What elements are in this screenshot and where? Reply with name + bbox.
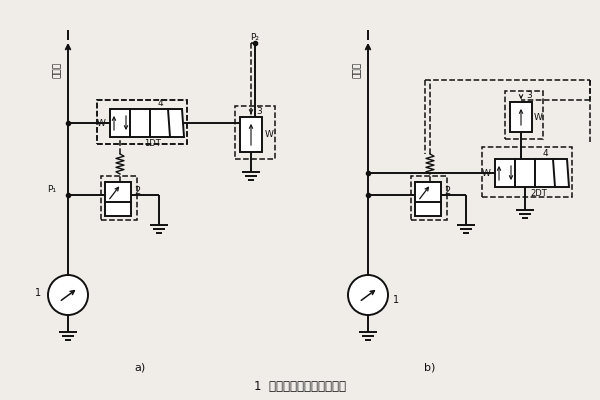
Polygon shape (168, 109, 184, 137)
Bar (97, 100, 187, 144)
Bar (495, 159, 515, 187)
Bar (240, 117, 262, 152)
Text: 1DT: 1DT (143, 140, 160, 148)
Bar (105, 202, 131, 216)
Bar (105, 182, 131, 203)
Text: 2DT: 2DT (530, 190, 547, 198)
Text: 1: 1 (35, 288, 41, 298)
Text: 4: 4 (157, 100, 163, 108)
Text: 2: 2 (444, 186, 450, 196)
Polygon shape (553, 159, 569, 187)
Text: 1  双溢流阀式二级调压回路: 1 双溢流阀式二级调压回路 (254, 380, 346, 392)
Bar (535, 159, 555, 187)
Text: W: W (265, 130, 274, 139)
Text: W: W (533, 112, 542, 122)
Circle shape (48, 275, 88, 315)
Bar (510, 102, 532, 132)
Text: 1: 1 (393, 295, 399, 305)
Text: a): a) (134, 363, 146, 373)
Bar (415, 202, 441, 216)
Text: 3: 3 (526, 92, 532, 100)
Bar (411, 176, 447, 220)
Text: 4: 4 (542, 150, 548, 158)
Text: P₁: P₁ (47, 186, 56, 194)
Text: W: W (482, 168, 490, 178)
Text: 往系统: 往系统 (53, 62, 62, 78)
Bar (505, 91, 543, 139)
Text: 2: 2 (134, 186, 140, 196)
Bar (97, 100, 187, 144)
Bar (415, 182, 441, 203)
Bar (235, 106, 275, 159)
Bar (150, 109, 170, 137)
Bar (110, 109, 130, 137)
Bar (101, 176, 137, 220)
Text: b): b) (424, 363, 436, 373)
Bar (130, 109, 150, 137)
Text: P₂: P₂ (251, 34, 260, 42)
Bar (482, 147, 572, 197)
Bar (515, 159, 535, 187)
Text: 往系统: 往系统 (353, 62, 361, 78)
Text: W: W (97, 118, 106, 128)
Text: 3: 3 (256, 108, 262, 116)
Circle shape (348, 275, 388, 315)
